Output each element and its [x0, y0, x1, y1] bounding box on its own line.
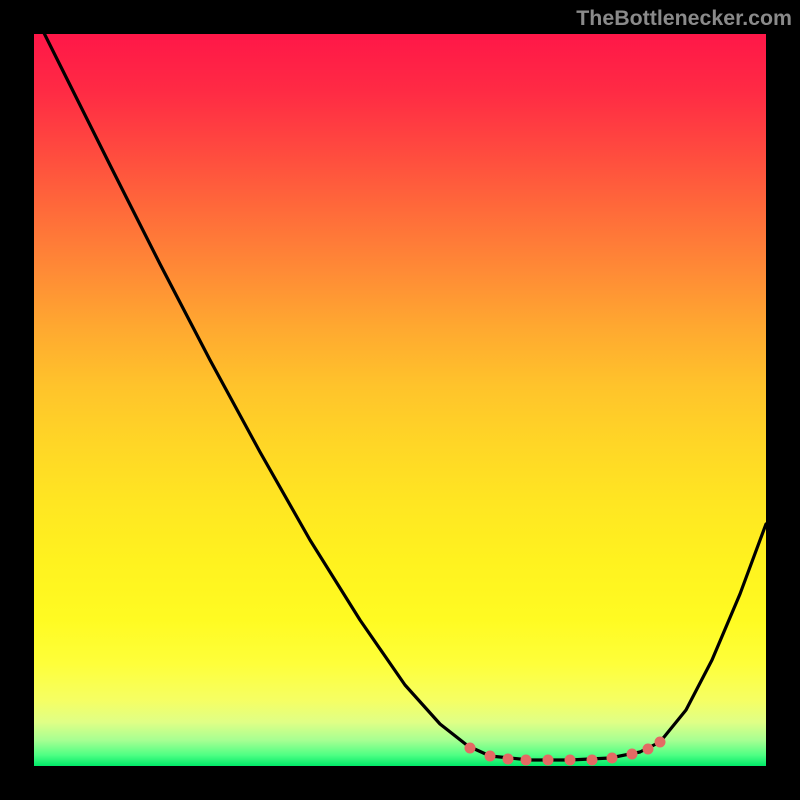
- optimal-marker: [503, 754, 513, 764]
- optimal-marker: [465, 743, 475, 753]
- optimal-marker: [627, 749, 637, 759]
- plot-background: [34, 34, 766, 766]
- optimal-marker: [643, 744, 653, 754]
- chart-stage: TheBottlenecker.com: [0, 0, 800, 800]
- optimal-marker: [543, 755, 553, 765]
- optimal-marker: [565, 755, 575, 765]
- optimal-marker: [655, 737, 665, 747]
- optimal-marker: [485, 751, 495, 761]
- watermark-text: TheBottlenecker.com: [576, 6, 792, 31]
- optimal-marker: [607, 753, 617, 763]
- bottleneck-curve-chart: [0, 0, 800, 800]
- optimal-marker: [587, 755, 597, 765]
- optimal-marker: [521, 755, 531, 765]
